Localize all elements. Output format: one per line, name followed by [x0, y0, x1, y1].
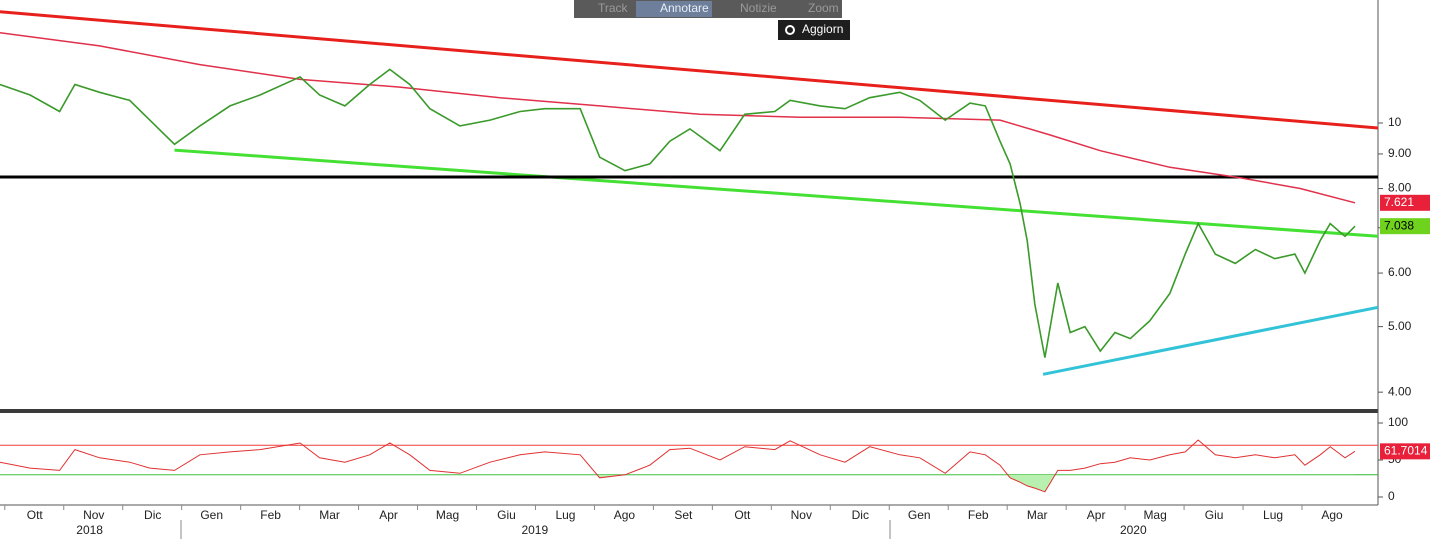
trendline [1042, 305, 1378, 376]
tool[interactable]: Zoom [808, 1, 839, 15]
x-tick-label: Dic [144, 508, 161, 522]
x-tick-label: Set [674, 508, 693, 522]
x-tick-label: Feb [260, 508, 281, 522]
y-tick-label: 100 [1388, 415, 1408, 429]
x-tick-label: Mag [436, 508, 459, 522]
refresh-icon [785, 25, 795, 35]
y-tick-label: 9.00 [1388, 146, 1412, 160]
x-tick-label: Gen [200, 508, 223, 522]
x-tick-label: Ott [27, 508, 44, 522]
year-label: 2018 [76, 523, 103, 537]
x-tick-label: Giu [1205, 508, 1224, 522]
series-line [0, 439, 1356, 493]
y-tick-label: 4.00 [1388, 384, 1412, 398]
tool[interactable]: Annotare [660, 1, 709, 15]
y-tick-label: 8.00 [1388, 181, 1412, 195]
toolbar-active [636, 1, 712, 17]
y-tick-label: 0 [1388, 489, 1395, 503]
x-tick-label: Gen [908, 508, 931, 522]
panel-divider [0, 409, 1378, 413]
trendline [174, 148, 1378, 238]
last-value-box [1380, 443, 1430, 460]
year-label: 2019 [521, 523, 548, 537]
oversold-fill [0, 474, 1355, 492]
x-tick-label: Giu [497, 508, 516, 522]
x-tick-label: Dic [852, 508, 869, 522]
trendline [0, 10, 1378, 130]
x-tick-label: Feb [968, 508, 989, 522]
x-tick-label: Lug [1263, 508, 1283, 522]
y-tick-label: 6.00 [1388, 265, 1412, 279]
x-tick-label: Mar [1027, 508, 1048, 522]
x-tick-label: Apr [379, 508, 398, 522]
series-line [0, 68, 1356, 358]
moving-average [0, 31, 1356, 204]
tool[interactable]: Notizie [740, 1, 777, 15]
toolbar: Track Annotare Notizie Zoom Aggiorn [574, 0, 850, 40]
refresh-button[interactable] [778, 20, 850, 40]
last-value-label: 7.621 [1384, 195, 1414, 209]
last-value-label: 7.038 [1384, 218, 1414, 232]
last-value-box [1380, 194, 1430, 211]
last-value-box [1380, 218, 1430, 235]
x-tick-label: Nov [83, 508, 104, 522]
refresh-label[interactable]: Aggiorn [802, 22, 843, 36]
x-tick-label: Ago [614, 508, 636, 522]
plot [0, 439, 1378, 493]
x-tick-label: Mag [1143, 508, 1166, 522]
tool[interactable]: Track [598, 1, 629, 15]
x-tick-label: Lug [555, 508, 575, 522]
x-tick-label: Apr [1087, 508, 1106, 522]
plot [0, 10, 1378, 376]
x-tick-label: Ago [1321, 508, 1343, 522]
x-tick-label: Mar [319, 508, 340, 522]
last-value-label: 61.7014 [1384, 444, 1428, 458]
y-tick-label: 10 [1388, 115, 1402, 129]
y-tick-label: 5.00 [1388, 319, 1412, 333]
x-tick-label: Nov [791, 508, 812, 522]
x-tick-label: Ott [734, 508, 751, 522]
year-label: 2020 [1120, 523, 1147, 537]
